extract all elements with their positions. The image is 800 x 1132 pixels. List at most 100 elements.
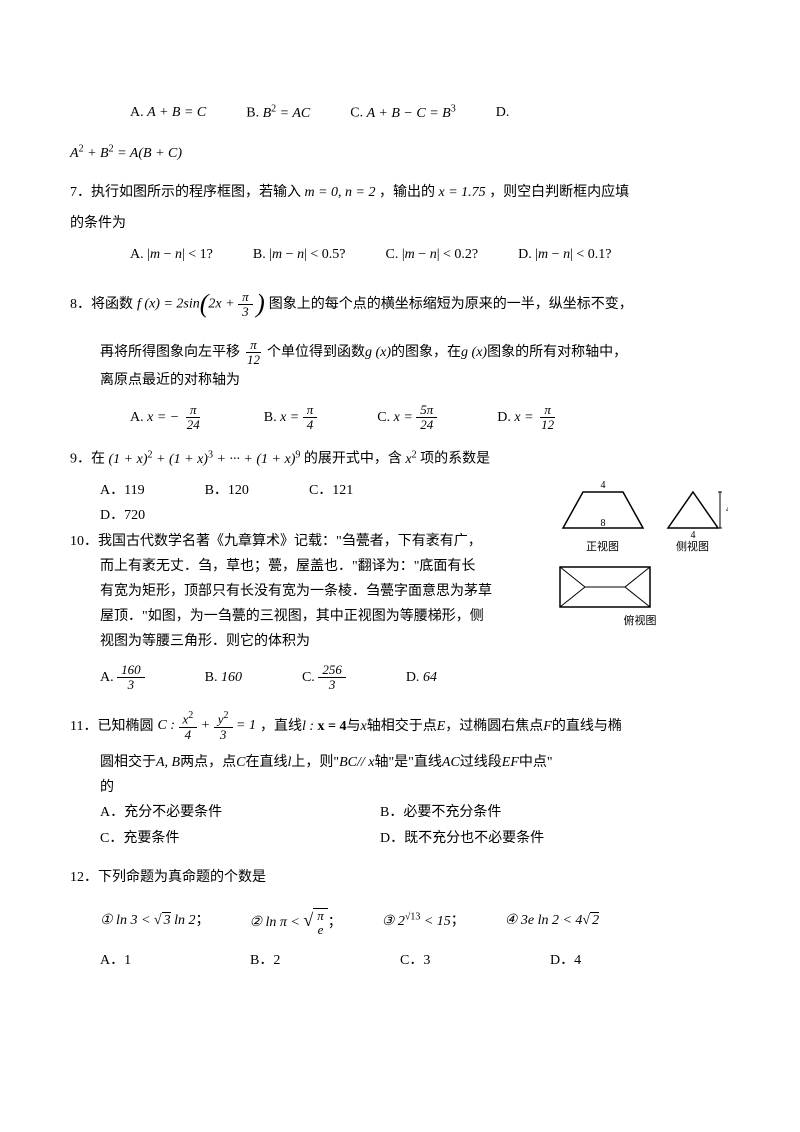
q7-b-f: |m − n| < 0.5? <box>269 247 345 262</box>
q12-p4: ④ 3e ln 2 < 4√2 <box>505 908 599 933</box>
q8-pi: π <box>238 290 253 305</box>
q11-c: C．充要条件 <box>100 826 380 851</box>
q11-E: E <box>437 714 446 739</box>
q7-x: x = 1.75 <box>439 185 486 200</box>
q6-c-label: C. <box>350 106 363 121</box>
top-rect-icon <box>550 562 660 612</box>
q7-s2: ，输出的 <box>379 185 435 200</box>
q7-opt-b: B. |m − n| < 0.5? <box>253 242 346 267</box>
q8-a-d: 24 <box>183 418 204 432</box>
q8-s3d: 图象的所有对称轴中， <box>487 340 627 365</box>
q11-EF: EF <box>502 750 519 775</box>
q6-options: A. A + B = C B. B2 = AC C. A + B − C = B… <box>70 100 730 126</box>
q8-pi2: π <box>246 338 261 353</box>
q10-opt-b: B. 160 <box>205 665 242 690</box>
q8-stem1: 8．将函数 f (x) = 2sin(2x + π3 ) 图象上的每个点的横坐标… <box>70 281 730 328</box>
q10-options: A. 1603 B. 160 C. 2563 D. 64 <box>70 663 730 693</box>
q10-c-n: 256 <box>318 663 346 678</box>
q11-options: A．充分不必要条件 B．必要不充分条件 <box>70 800 730 825</box>
q10-l3: 有宽为矩形，顶部只有长没有宽为一条棱．刍甍字面意思为茅草 <box>70 579 540 604</box>
q10-a-d: 3 <box>124 678 139 692</box>
q9-a: A．119 <box>100 478 145 503</box>
q6-cont-formula: A2 + B2 = A(B + C) <box>70 146 182 161</box>
q10-b-v: 160 <box>221 670 242 685</box>
q8-s1: 8．将函数 <box>70 292 133 317</box>
q8-b-sign: x = <box>280 410 299 425</box>
q12-p3: ③ 2√13 < 15； <box>382 908 465 934</box>
q10-l1: 10．我国古代数学名著《九章算术》记载："刍甍者，下有袤有广， <box>70 529 540 554</box>
q7-opt-c: C. |m − n| < 0.2? <box>386 242 479 267</box>
q11-d: D．既不充分也不必要条件 <box>380 826 544 851</box>
q6-a-formula: A + B = C <box>147 105 206 120</box>
q10-b-label: B. <box>205 670 218 685</box>
q9-b: B．120 <box>205 478 249 503</box>
q11-s3: 与 <box>347 714 361 739</box>
q10-wrap: A．119 B．120 C．121 D．720 10．我国古代数学名著《九章算术… <box>70 478 730 654</box>
q12-p2: ② ln π < √πe； <box>249 904 341 938</box>
q11-b: B．必要不充分条件 <box>380 800 501 825</box>
q8-s3a: 再将所得图象向左平移 <box>100 340 240 365</box>
q7-mn: m = 0, n = 2 <box>305 185 376 200</box>
q10-c-d: 3 <box>325 678 340 692</box>
q11-a: A．充分不必要条件 <box>100 800 380 825</box>
q11-l2e: 轴"是"直线 <box>374 750 441 775</box>
q11-s4: 轴相交于点 <box>367 714 437 739</box>
q6-d-label: D. <box>496 105 510 120</box>
q11-C: C <box>236 750 245 775</box>
svg-text:4: 4 <box>600 480 605 491</box>
triangle-icon: 4 4 <box>658 478 728 538</box>
q8-b-label: B. <box>264 410 277 425</box>
q6-a-label: A. <box>130 105 144 120</box>
q9-d: D．720 <box>70 503 540 528</box>
q10-figs: 4 8 正视图 4 4 侧视图 <box>540 478 730 654</box>
q7-b-label: B. <box>253 247 266 262</box>
q10-d-v: 64 <box>423 670 437 685</box>
q6-opt-d: D. <box>496 100 510 125</box>
q8-d-label: D. <box>497 410 511 425</box>
q7-options: A. |m − n| < 1? B. |m − n| < 0.5? C. |m … <box>70 242 730 267</box>
q9-x2: x2 <box>405 452 416 467</box>
q7-s1: 7．执行如图所示的程序框图，若输入 <box>70 185 301 200</box>
q8-opt-c: C. x = 5π24 <box>377 403 437 433</box>
q11-l2d: 上，则" <box>291 750 339 775</box>
svg-text:4: 4 <box>726 504 728 515</box>
q8-s2: 图象上的每个点的横坐标缩短为原来的一半，纵坐标不变， <box>269 292 633 317</box>
q11-l2g: 中点" <box>519 750 553 775</box>
q8-12: 12 <box>243 353 264 367</box>
q11-par: // x <box>357 750 375 775</box>
q8-c-label: C. <box>377 410 390 425</box>
q7-stem: 7．执行如图所示的程序框图，若输入 m = 0, n = 2 ，输出的 x = … <box>70 180 730 205</box>
q6-b-label: B. <box>246 106 259 121</box>
q11-BC: BC <box>339 750 357 775</box>
q9-s3: 项的系数是 <box>420 452 490 467</box>
q8-opt-d: D. x = π12 <box>497 403 558 433</box>
q10-opt-a: A. 1603 <box>100 663 145 693</box>
q10-a-n: 160 <box>117 663 145 678</box>
q8-d-n: π <box>540 403 555 418</box>
q11-l2a: 圆相交于 <box>100 750 156 775</box>
q8-pi12: π12 <box>243 338 264 368</box>
q12-a: A．1 <box>100 948 250 973</box>
q11-options2: C．充要条件 D．既不充分也不必要条件 <box>70 826 730 851</box>
q7-a-f: |m − n| < 1? <box>147 247 213 262</box>
q11-s5: ，过椭圆右焦点 <box>445 714 543 739</box>
q11-l2f: 过线段 <box>460 750 502 775</box>
q9-options: A．119 B．120 C．121 <box>70 478 540 503</box>
front-view: 4 8 正视图 <box>553 478 653 558</box>
q12-options: A．1 B．2 C．3 D．4 <box>70 948 730 973</box>
q11-l2c: 在直线 <box>245 750 287 775</box>
q8-3: 3 <box>238 305 253 319</box>
q8-a-sign: x = − <box>147 410 179 425</box>
q11-ellipse: C : x24 + y23 = 1 <box>157 710 255 742</box>
q8-gx1: g (x) <box>365 340 391 365</box>
q6-cont: A2 + B2 = A(B + C) <box>70 140 730 166</box>
q11-s6: 的直线与椭 <box>552 714 622 739</box>
q8-s3b: 个单位得到函数 <box>267 340 365 365</box>
q8-opt-a: A. x = − π24 <box>130 403 204 433</box>
q11-l2b: 两点，点 <box>180 750 236 775</box>
q12-c: C．3 <box>400 948 550 973</box>
q10-c-label: C. <box>302 670 315 685</box>
q7-s4: 的条件为 <box>70 211 730 236</box>
q7-d-label: D. <box>518 247 532 262</box>
q9-stem: 9．在 (1 + x)2 + (1 + x)3 + ··· + (1 + x)9… <box>70 446 730 472</box>
